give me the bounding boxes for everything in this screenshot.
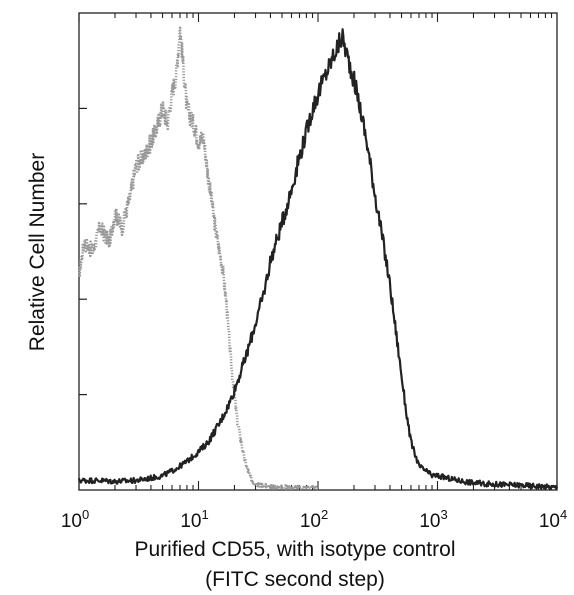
x-tick-label-4: 104 bbox=[539, 507, 567, 532]
x-axis-tick-labels: 100 101 102 103 104 bbox=[61, 507, 567, 532]
x-axis-label-line-1: Purified CD55, with isotype control bbox=[135, 538, 456, 561]
x-axis-ticks bbox=[78, 13, 558, 490]
x-axis-label-line-2: (FITC second step) bbox=[205, 568, 385, 591]
y-axis-label: Relative Cell Number bbox=[26, 153, 49, 351]
plot-frame bbox=[78, 12, 558, 491]
x-tick-label-2: 102 bbox=[300, 507, 328, 532]
x-tick-label-1: 101 bbox=[180, 507, 208, 532]
series-layer bbox=[77, 26, 559, 490]
isotype-control-trace bbox=[77, 26, 319, 490]
y-axis-ticks bbox=[79, 107, 87, 396]
x-tick-label-3: 103 bbox=[419, 507, 447, 532]
x-tick-label-0: 100 bbox=[61, 507, 89, 532]
cd55-trace bbox=[77, 28, 559, 490]
